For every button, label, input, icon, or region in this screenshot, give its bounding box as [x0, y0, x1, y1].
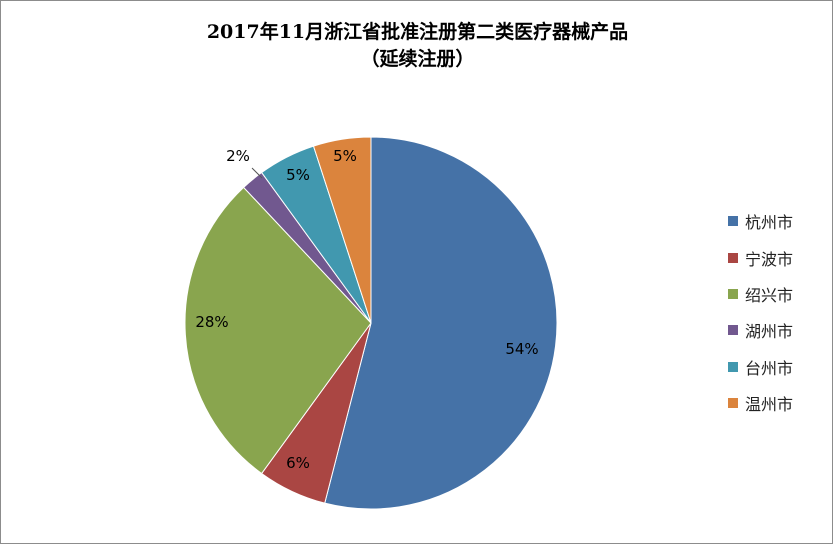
data-label-4: 2% — [226, 147, 250, 165]
legend-swatch — [728, 398, 738, 409]
legend-item-6: 温州市 — [728, 385, 828, 421]
leader-line — [251, 167, 263, 179]
data-label-3: 28% — [195, 313, 228, 331]
data-label-6: 5% — [333, 147, 357, 165]
legend-label: 台州市 — [745, 358, 794, 378]
legend-item-3: 绍兴市 — [728, 276, 828, 312]
legend-swatch — [728, 216, 738, 227]
legend-swatch — [728, 361, 738, 372]
chart-title-line2: （延续注册） — [360, 48, 475, 70]
data-label-5: 5% — [286, 166, 310, 184]
legend-swatch — [728, 325, 738, 336]
legend-label: 绍兴市 — [745, 285, 794, 305]
legend-swatch — [728, 252, 738, 263]
chart-legend: 杭州市宁波市绍兴市湖州市台州市温州市 — [728, 203, 828, 421]
legend-item-2: 宁波市 — [728, 239, 828, 275]
pie-slice-1 — [324, 136, 558, 510]
legend-label: 温州市 — [745, 395, 794, 415]
data-label-2: 6% — [286, 454, 310, 472]
legend-label: 宁波市 — [745, 249, 794, 269]
legend-item-1: 杭州市 — [728, 203, 828, 239]
legend-swatch — [728, 288, 738, 299]
chart-title: 2017年11月浙江省批准注册第二类医疗器械产品 （延续注册） — [1, 19, 833, 73]
legend-item-4: 湖州市 — [728, 312, 828, 348]
chart-title-line1: 2017年11月浙江省批准注册第二类医疗器械产品 — [206, 21, 629, 43]
legend-item-5: 台州市 — [728, 349, 828, 385]
legend-label: 杭州市 — [745, 213, 794, 233]
data-label-1: 54% — [505, 340, 538, 358]
pie-slice-3 — [184, 186, 372, 475]
pie-slice-6 — [312, 136, 372, 324]
legend-label: 湖州市 — [745, 322, 794, 342]
